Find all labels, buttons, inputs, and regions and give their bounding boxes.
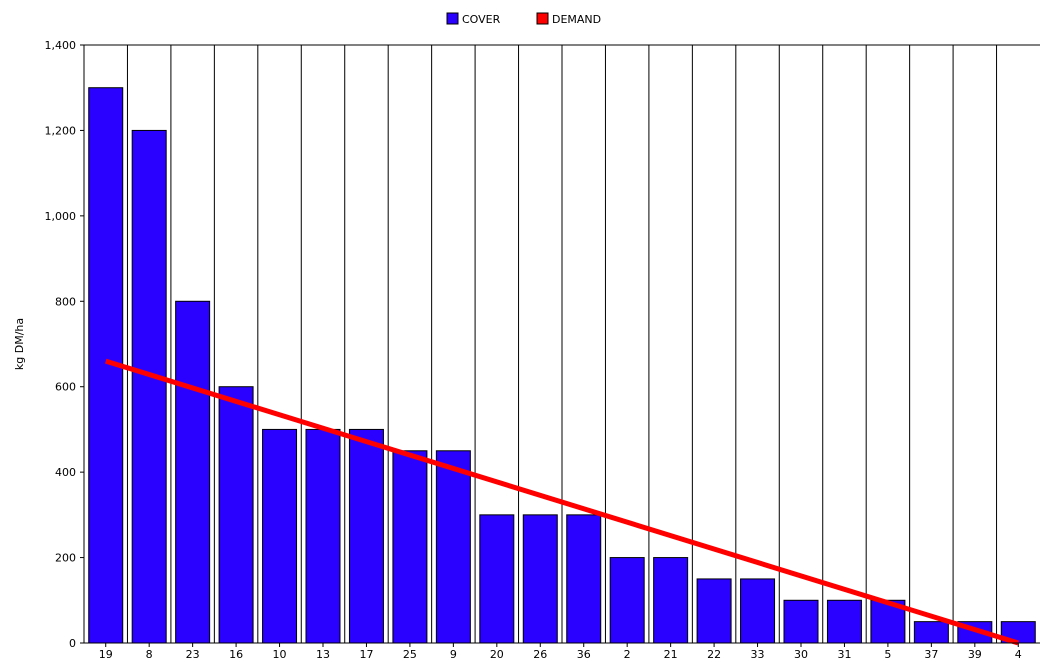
x-tick-label: 39 [968, 648, 982, 661]
legend-swatch-cover [446, 12, 459, 25]
x-tick-label: 13 [316, 648, 330, 661]
bar-13 [305, 428, 341, 644]
x-tick-label: 10 [273, 648, 287, 661]
bar-25 [392, 450, 428, 644]
bar-36 [566, 514, 602, 644]
y-tick-label: 0 [69, 637, 76, 650]
x-tick-label: 26 [533, 648, 547, 661]
legend-label-cover: COVER [462, 13, 501, 26]
x-tick-label: 37 [924, 648, 938, 661]
demand-line-group [104, 358, 1020, 646]
y-tick-label: 1,400 [45, 39, 77, 52]
bar-26 [522, 514, 558, 644]
x-tick-label: 22 [707, 648, 721, 661]
x-tick-label: 16 [229, 648, 243, 661]
bars [88, 87, 1036, 644]
y-tick-label: 1,200 [45, 124, 77, 137]
x-tick-label: 33 [751, 648, 765, 661]
x-tick-label: 36 [577, 648, 591, 661]
y-tick-label: 400 [55, 466, 76, 479]
bar-30 [783, 599, 819, 644]
bar-20 [479, 514, 515, 644]
bar-21 [653, 557, 689, 644]
bar-8 [131, 129, 167, 644]
x-tick-label: 19 [99, 648, 113, 661]
grid [126, 45, 998, 643]
x-tick-label: 4 [1015, 648, 1022, 661]
bar-2 [609, 557, 645, 644]
bar-10 [262, 428, 298, 644]
bar-23 [175, 300, 211, 644]
x-tick-label: 31 [837, 648, 851, 661]
demand-line [104, 358, 1020, 646]
bar-9 [435, 450, 471, 644]
x-tick-label: 21 [664, 648, 678, 661]
x-tick-label: 9 [450, 648, 457, 661]
legend-label-demand: DEMAND [552, 13, 601, 26]
legend-swatch-demand [536, 12, 549, 25]
y-tick-label: 1,000 [45, 210, 77, 223]
axes [83, 44, 1040, 644]
x-tick-label: 17 [359, 648, 373, 661]
x-tick-label: 2 [624, 648, 631, 661]
x-tick-label: 30 [794, 648, 808, 661]
bar-16 [218, 386, 254, 644]
x-ticks: 19 8 23 16 10 13 17 25 9 20 26 36 2 21 22 33 30 31 5 37 39 4 [99, 643, 1022, 661]
x-tick-label: 20 [490, 648, 504, 661]
bar-33 [740, 578, 776, 644]
legend: COVER DEMAND [446, 12, 601, 26]
bar-22 [696, 578, 732, 644]
y-axis-title: kg DM/ha [13, 318, 26, 370]
bar-17 [348, 428, 384, 644]
x-tick-label: 23 [186, 648, 200, 661]
y-ticks: 0 200 400 600 800 1,000 1,200 1,400 [45, 39, 84, 650]
bar-37 [913, 621, 949, 644]
x-tick-label: 8 [146, 648, 153, 661]
x-tick-label: 5 [884, 648, 891, 661]
x-tick-label: 25 [403, 648, 417, 661]
y-tick-label: 200 [55, 552, 76, 565]
bar-31 [826, 599, 862, 644]
y-tick-label: 600 [55, 381, 76, 394]
y-tick-label: 800 [55, 295, 76, 308]
